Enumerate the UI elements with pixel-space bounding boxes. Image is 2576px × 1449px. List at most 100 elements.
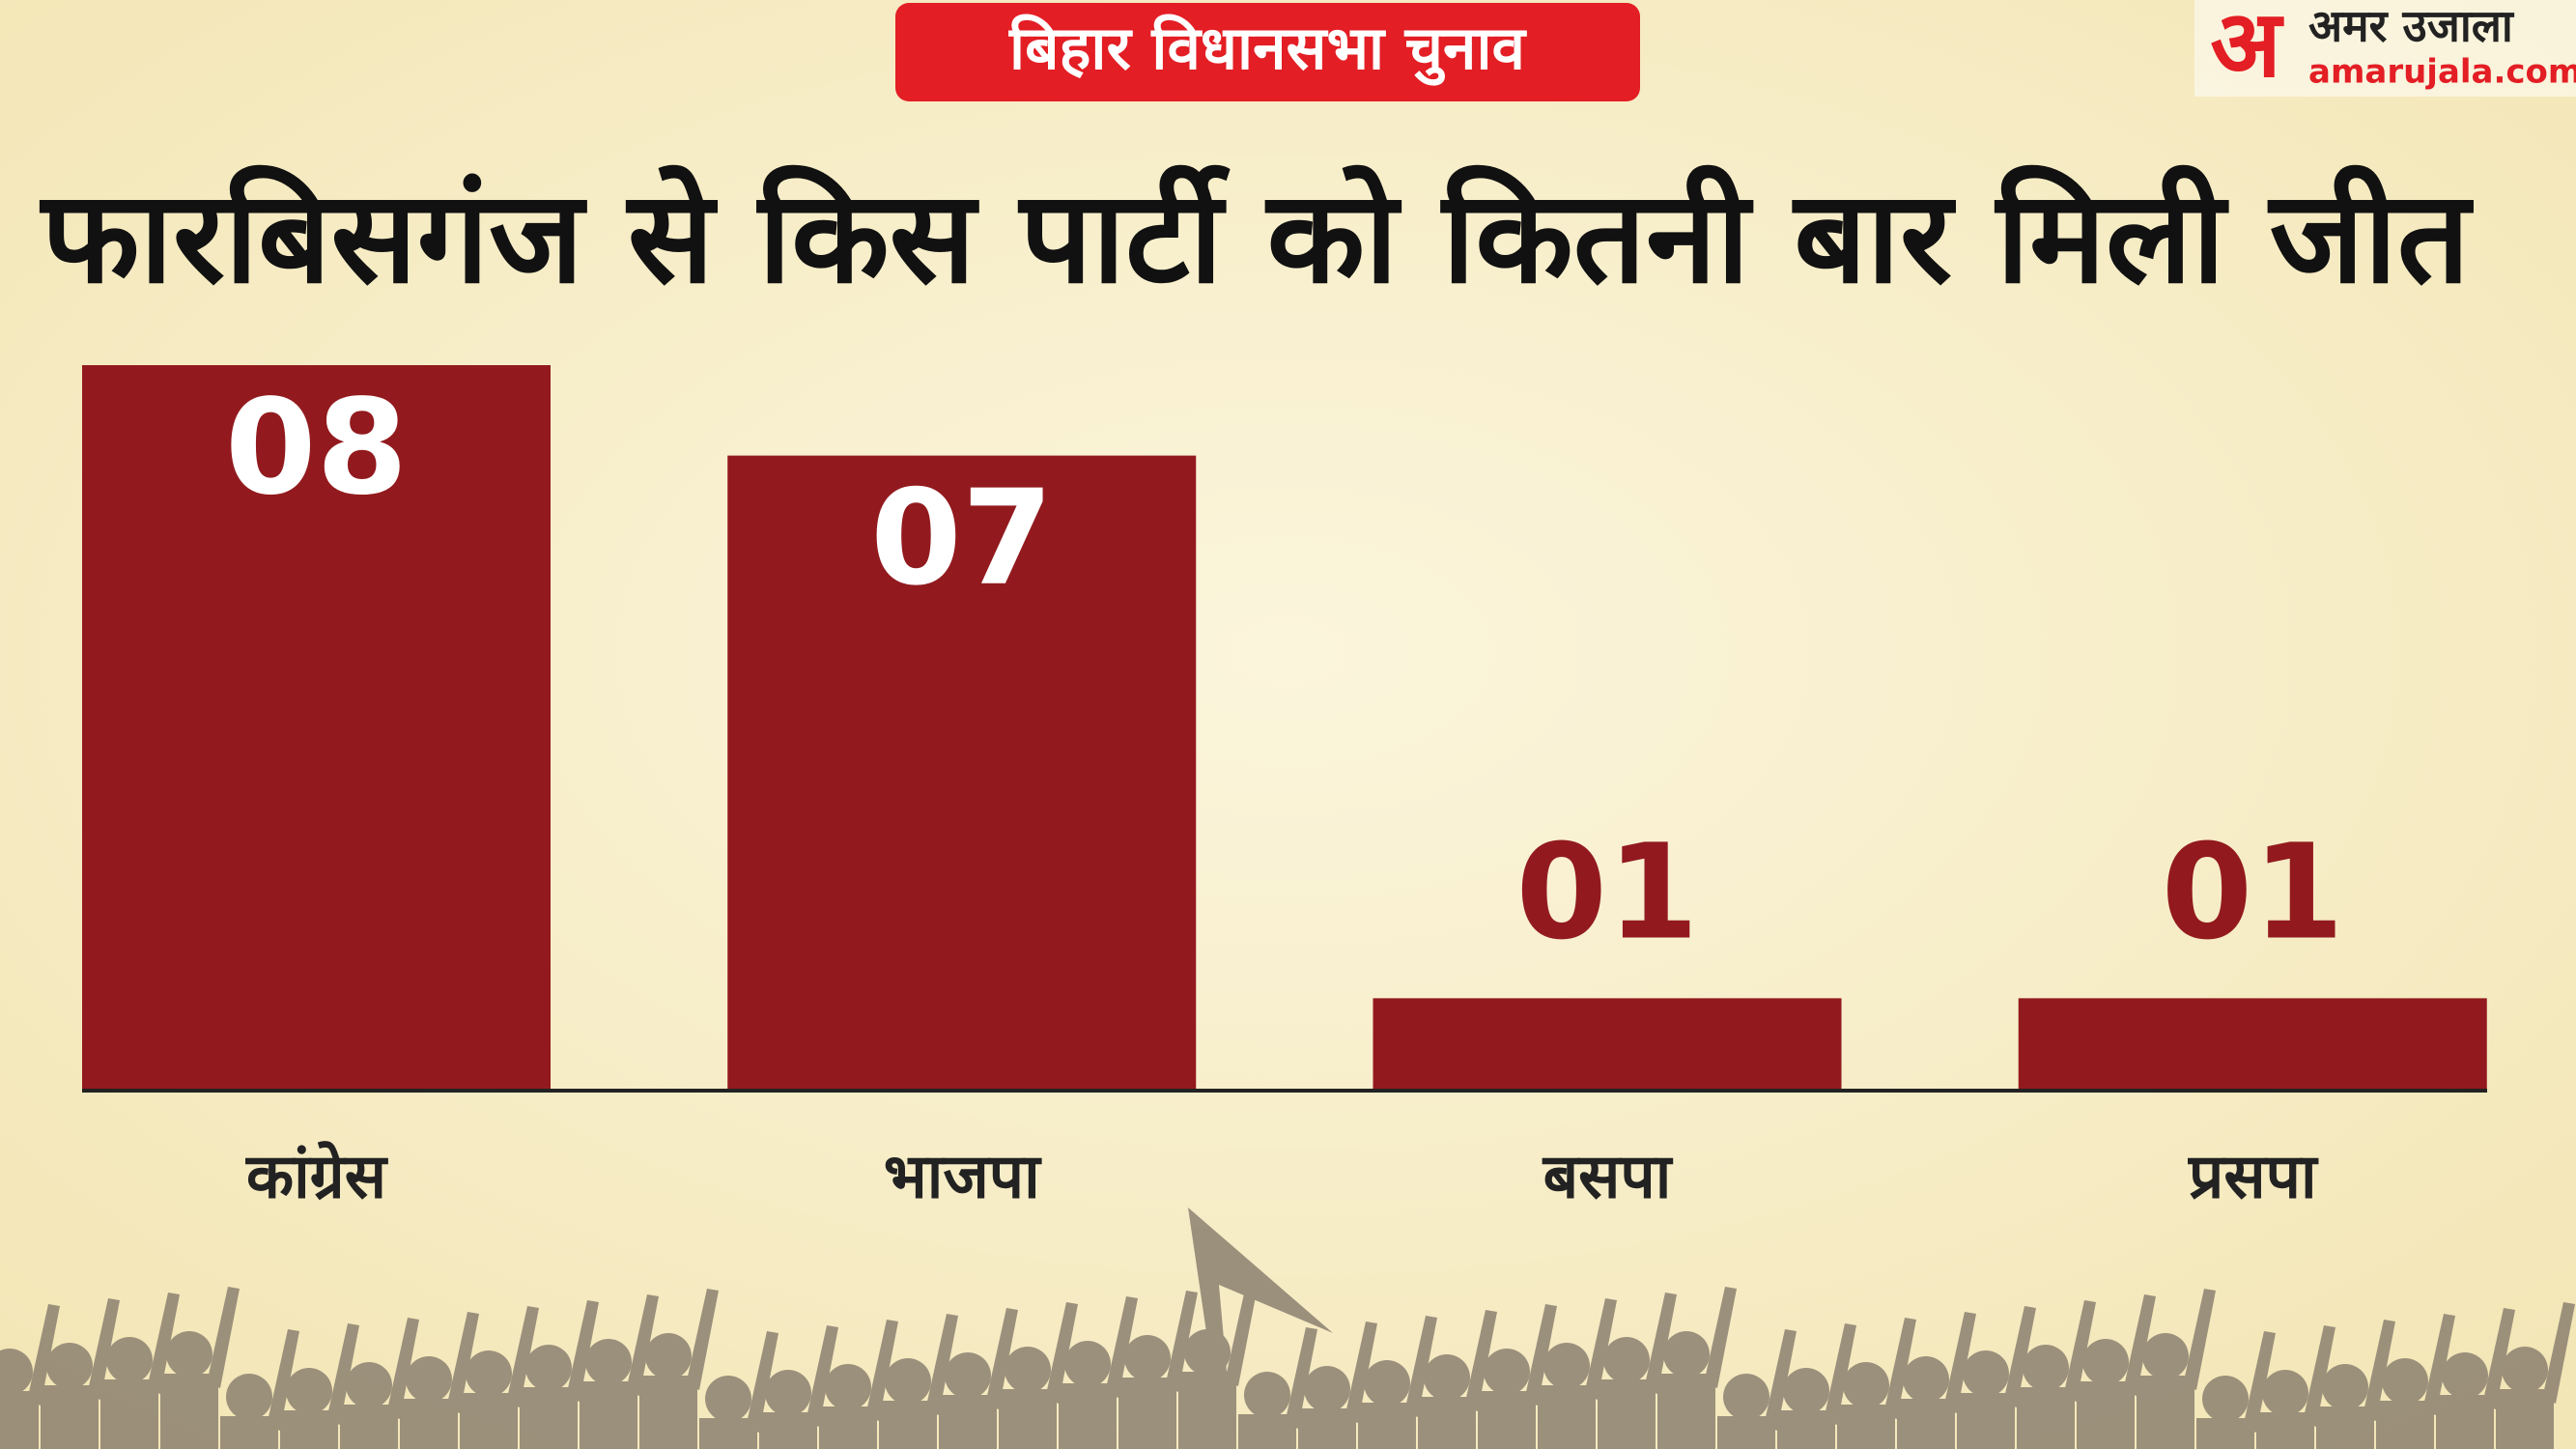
crowd-head	[1244, 1372, 1290, 1418]
crowd-body	[41, 1385, 99, 1449]
logo-site: amarujala.com	[2308, 53, 2576, 92]
x-tick-label: कांग्रेस	[245, 1141, 389, 1213]
crowd-arm	[1883, 1318, 1916, 1419]
crowd-head	[1005, 1347, 1051, 1393]
crowd-body	[580, 1381, 637, 1449]
crowd-head	[2023, 1345, 2069, 1391]
crowd-arm	[27, 1304, 60, 1406]
value-label: 01	[2162, 816, 2344, 969]
crowd-arm	[566, 1300, 599, 1402]
crowd-head	[466, 1350, 512, 1397]
value-label: 07	[870, 463, 1053, 615]
crowd-head	[525, 1345, 572, 1391]
bar	[1373, 998, 1842, 1089]
crowd-arm	[746, 1331, 778, 1433]
crowd-head	[585, 1339, 632, 1385]
crowd-body	[2137, 1376, 2194, 1449]
crowd-head	[1723, 1374, 1769, 1420]
value-label: 08	[225, 372, 408, 525]
crowd-head	[1184, 1329, 1231, 1376]
crowd-head	[1424, 1354, 1470, 1401]
crowd-head	[2382, 1358, 2428, 1405]
crowd-arm	[1824, 1323, 1856, 1425]
badge	[895, 3, 1640, 101]
crowd-arm	[1644, 1293, 1677, 1394]
crowd-body	[160, 1374, 218, 1449]
crowd-head	[1543, 1343, 1590, 1389]
crowd-arm	[2183, 1289, 2216, 1390]
crowd-arm	[1464, 1310, 1497, 1411]
crowd-head	[1903, 1356, 1949, 1403]
bar	[727, 455, 1197, 1089]
crowd-arm	[1404, 1316, 1437, 1417]
crowd-head	[0, 1349, 33, 1395]
crowd-arm	[147, 1293, 180, 1394]
crowd-head	[825, 1364, 871, 1410]
crowd-head	[1484, 1349, 1530, 1395]
crowd-head	[885, 1358, 931, 1405]
crowd-head	[2502, 1347, 2548, 1393]
crowd-arm	[1225, 1285, 1258, 1386]
crowd-head	[2202, 1376, 2249, 1422]
crowd-head	[2262, 1370, 2308, 1416]
crowd-arm	[446, 1312, 479, 1413]
crowd-arm	[207, 1287, 240, 1388]
logo-mark: अ	[2210, 0, 2284, 98]
crowd-head	[1124, 1335, 1171, 1381]
crowd-head	[226, 1374, 272, 1420]
crowd-arm	[1165, 1291, 1198, 1392]
crowd-arm	[2363, 1320, 2395, 1421]
crowd-arm	[1584, 1298, 1617, 1400]
crowd-arm	[1105, 1296, 1138, 1398]
crowd-arm	[2542, 1302, 2575, 1404]
crowd-head	[1663, 1331, 1710, 1378]
crowd-arm	[626, 1294, 659, 1396]
crowd-body	[1118, 1378, 1176, 1449]
crowd-arm	[2303, 1325, 2335, 1427]
crowd-body	[1657, 1374, 1715, 1449]
crowd-arm	[326, 1323, 359, 1425]
crowd-silhouette	[0, 1208, 2575, 1449]
crowd-arm	[2063, 1300, 2096, 1402]
crowd-arm	[1764, 1329, 1797, 1431]
bar	[82, 365, 551, 1089]
crowd-arm	[386, 1318, 419, 1419]
crowd-head	[1603, 1337, 1650, 1383]
crowd-head	[106, 1337, 153, 1383]
crowd-arm	[2243, 1331, 2276, 1433]
crowd-head	[166, 1331, 212, 1378]
crowd-body	[1178, 1372, 1236, 1449]
crowd-head	[346, 1362, 392, 1408]
crowd-arm	[2422, 1314, 2455, 1415]
crowd-head	[1843, 1362, 1889, 1408]
crowd-arm	[865, 1320, 898, 1421]
crowd-arm	[925, 1314, 958, 1415]
crowd-head	[1783, 1368, 1829, 1414]
crowd-body	[639, 1376, 697, 1449]
crowd-arm	[985, 1308, 1018, 1409]
crowd-body	[1538, 1385, 1596, 1449]
crowd-head	[645, 1333, 692, 1379]
crowd-body	[1059, 1383, 1117, 1449]
crowd-head	[1963, 1350, 2009, 1397]
crowd-head	[765, 1370, 811, 1416]
crowd-body	[2077, 1381, 2135, 1449]
crowd-arm	[1345, 1321, 1377, 1423]
x-tick-label: भाजपा	[884, 1142, 1042, 1213]
crowd-arm	[506, 1306, 539, 1407]
crowd-head	[46, 1343, 93, 1389]
crowd-head	[1304, 1366, 1350, 1412]
logo-box	[2194, 0, 2576, 97]
value-label: 01	[1515, 816, 1698, 969]
crowd-arm	[1524, 1304, 1557, 1406]
crowd-arm	[1704, 1287, 1737, 1388]
crowd-arm	[1285, 1327, 1317, 1429]
crowd-body	[1598, 1379, 1656, 1449]
x-tick-label: बसपा	[1543, 1142, 1674, 1213]
crowd-head	[2082, 1339, 2129, 1385]
crowd-arm	[1943, 1312, 1976, 1413]
crowd-head	[406, 1356, 452, 1403]
crowd-arm	[267, 1329, 299, 1431]
crowd-arm	[806, 1325, 838, 1427]
